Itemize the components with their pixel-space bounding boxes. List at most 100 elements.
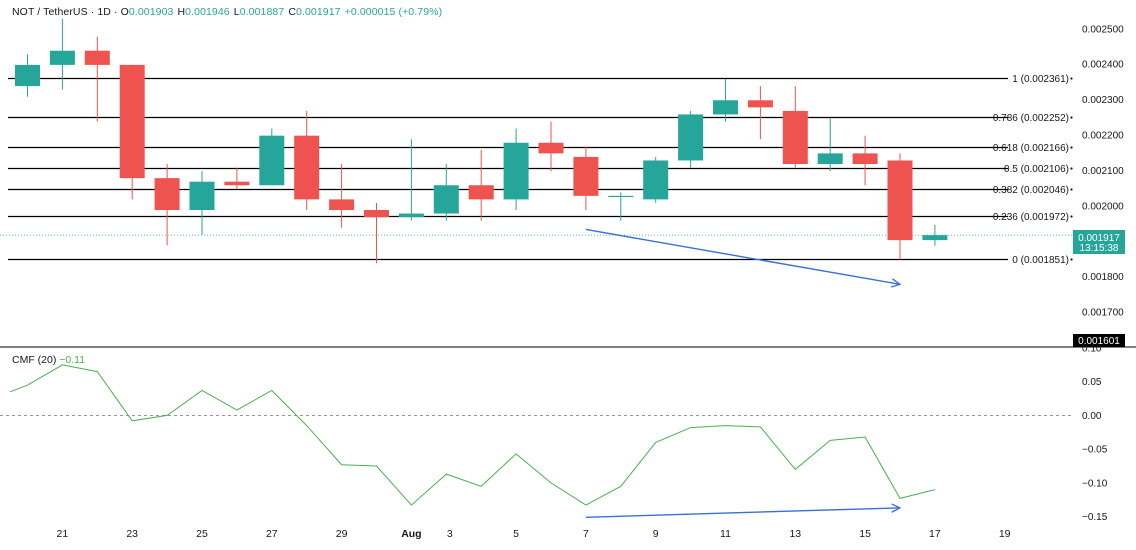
candle-body[interactable] <box>782 110 808 164</box>
cmf-trend-arrow <box>585 508 900 518</box>
last-price-tag-countdown: 13:15:38 <box>1080 243 1119 254</box>
price-tick-label: 0.001700 <box>1082 307 1124 318</box>
cmf-series-line[interactable] <box>9 364 936 506</box>
price-tick-label: 0.001800 <box>1082 272 1124 283</box>
candle-body[interactable] <box>852 153 878 164</box>
candle-body[interactable] <box>817 153 843 164</box>
price-tick-label: 0.002000 <box>1082 201 1124 212</box>
time-tick-label: Aug <box>401 528 421 540</box>
cmf-tick-label: 0.05 <box>1082 377 1102 388</box>
close-label: C <box>288 6 297 18</box>
time-tick-label: 29 <box>336 528 348 540</box>
time-tick-label: 9 <box>653 528 659 540</box>
price-trend-arrow <box>585 228 900 284</box>
cmf-legend: CMF (20) −0.11 <box>12 354 85 366</box>
close-value: 0.001917 <box>296 6 341 18</box>
time-tick-label: 11 <box>720 528 731 540</box>
low-label: L <box>233 6 240 18</box>
high-value: 0.001946 <box>185 6 230 18</box>
fibonacci-levels: 1 (0.002361) 0.786 (0.002252) 0.618 (0.002… <box>0 74 1073 266</box>
fib-level-dot <box>1070 146 1073 149</box>
fib-level-label: 0.786 (0.002252) <box>993 113 1069 124</box>
candle-body[interactable] <box>49 50 75 65</box>
candle-body[interactable] <box>468 185 494 200</box>
candle-body[interactable] <box>364 210 389 218</box>
candle-body[interactable] <box>887 160 913 241</box>
fib-level-dot <box>1070 167 1073 170</box>
time-tick-label: 27 <box>266 528 278 540</box>
candle-body[interactable] <box>119 64 145 179</box>
time-tick-label: 23 <box>126 528 138 540</box>
candle-body[interactable] <box>573 156 599 196</box>
fib-level-label: 0 (0.001851) <box>1012 255 1069 266</box>
cmf-tick-label: 0.10 <box>1082 344 1102 355</box>
cmf-tick-label: −0.10 <box>1082 478 1108 489</box>
cmf-label-text: CMF (20) <box>12 354 57 366</box>
time-tick-label: 3 <box>447 528 453 540</box>
candle-body[interactable] <box>84 50 110 65</box>
cmf-line <box>9 364 936 506</box>
candle-body[interactable] <box>224 181 250 186</box>
candlestick-series <box>15 18 948 264</box>
cmf-axis: 0.10 0.05 0.00 −0.05 −0.10 −0.15 <box>0 344 1108 523</box>
fib-level-dot <box>1070 258 1073 261</box>
fib-level-label: 1 (0.002361) <box>1012 74 1069 85</box>
price-tick-label: 0.002300 <box>1082 95 1124 106</box>
candle-body[interactable] <box>329 199 355 211</box>
fib-level-dot <box>1070 77 1073 80</box>
price-tick-label: 0.002400 <box>1082 60 1124 71</box>
candle-body[interactable] <box>538 142 564 154</box>
price-tick-label: 0.002200 <box>1082 130 1124 141</box>
time-tick-label: 13 <box>789 528 801 540</box>
candle-body[interactable] <box>643 160 669 200</box>
candle-body[interactable] <box>294 135 320 200</box>
candle-body[interactable] <box>747 100 773 108</box>
candle-body[interactable] <box>503 142 529 200</box>
fib-level-label: 0.618 (0.002166) <box>993 143 1069 154</box>
price-tick-label: 0.002100 <box>1082 166 1124 177</box>
price-axis: 0.002500 0.002400 0.002300 0.002200 0.002100… <box>1082 24 1124 318</box>
fib-level-dot <box>1070 215 1073 218</box>
cmf-tick-label: −0.15 <box>1082 512 1108 523</box>
time-tick-label: 17 <box>929 528 941 540</box>
change-value: +0.000015 (+0.79%) <box>344 6 443 18</box>
fib-level-label: 0.382 (0.002046) <box>993 185 1069 196</box>
candle-body[interactable] <box>922 235 948 241</box>
cmf-tick-label: 0.00 <box>1082 411 1102 422</box>
cmf-divergence-arrow[interactable] <box>585 508 900 518</box>
low-value: 0.001887 <box>239 6 285 18</box>
price-tick-label: 0.002500 <box>1082 24 1124 35</box>
time-tick-label: 21 <box>57 528 69 540</box>
fib-level-dot <box>1070 188 1073 191</box>
candle-body[interactable] <box>608 195 634 198</box>
fib-level-dot <box>1070 116 1073 119</box>
fib-level-label: 0.236 (0.001972) <box>993 212 1069 223</box>
time-tick-label: 15 <box>859 528 871 540</box>
candle-body[interactable] <box>154 178 180 211</box>
price-tags: 0.001917 13:15:38 0.001601 <box>1073 230 1125 347</box>
symbol-info: NOT / TetherUS · 1D · O <box>12 6 129 18</box>
cmf-current-value: −0.11 <box>59 354 86 366</box>
candle-body[interactable] <box>15 64 40 87</box>
fib-level-label: 0.5 (0.002106) <box>1004 164 1069 175</box>
candle-body[interactable] <box>398 213 424 218</box>
time-axis: 21 23 25 27 29 Aug 3 5 7 9 11 13 15 17 19 <box>57 528 1011 540</box>
crosshair-price-tag <box>1073 334 1125 347</box>
candle-body[interactable] <box>189 181 215 211</box>
time-tick-label: 19 <box>999 528 1011 540</box>
candle-body[interactable] <box>678 114 704 161</box>
time-tick-label: 7 <box>583 528 589 540</box>
high-label: H <box>177 6 186 18</box>
cmf-tick-label: −0.05 <box>1082 445 1108 456</box>
candle-body[interactable] <box>433 185 459 214</box>
last-price-tag <box>1073 230 1125 254</box>
candle-body[interactable] <box>259 135 285 186</box>
symbol-header: NOT / TetherUS · 1D · O0.001903 H0.001946… <box>12 6 442 18</box>
last-price-tag-price: 0.001917 <box>1078 233 1120 244</box>
price-divergence-arrow[interactable] <box>585 228 900 284</box>
candle-body[interactable] <box>713 100 738 115</box>
time-tick-label: 5 <box>513 528 519 540</box>
crosshair-price-tag-text: 0.001601 <box>1078 336 1120 347</box>
time-tick-label: 25 <box>196 528 208 540</box>
